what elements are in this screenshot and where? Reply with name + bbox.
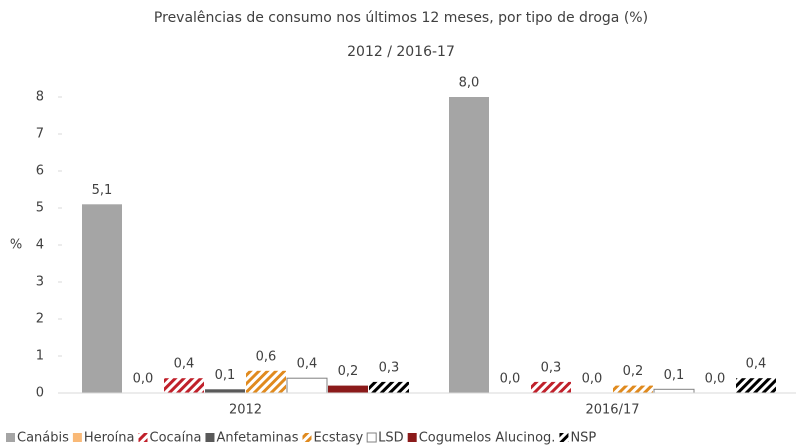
value-label: 0,3 <box>541 360 562 375</box>
y-tick-label: 8 <box>36 90 44 105</box>
legend-swatch <box>302 433 312 442</box>
y-tick-label: 5 <box>36 201 44 216</box>
y-axis-label: % <box>10 238 22 253</box>
y-tick-label: 2 <box>36 312 44 327</box>
bar <box>449 97 489 393</box>
y-tick-label: 1 <box>36 349 44 364</box>
legend-label: Cogumelos Alucinog. <box>419 431 556 446</box>
value-label: 0,0 <box>133 372 154 387</box>
value-label: 0,4 <box>746 357 767 372</box>
legend-label: Anfetaminas <box>216 431 298 446</box>
value-label: 5,1 <box>92 183 113 198</box>
value-label: 0,0 <box>582 372 603 387</box>
value-label: 0,1 <box>215 368 236 383</box>
legend-label: LSD <box>378 431 404 446</box>
legend-label: Heroína <box>84 431 135 446</box>
value-label: 8,0 <box>459 76 480 91</box>
legend-swatch <box>72 433 82 442</box>
value-label: 0,4 <box>297 357 318 372</box>
bar <box>205 389 245 393</box>
value-label: 0,6 <box>256 349 277 364</box>
value-label: 0,0 <box>500 372 521 387</box>
y-tick-label: 6 <box>36 164 44 179</box>
legend-swatch <box>205 433 215 442</box>
x-tick-label: 2016/17 <box>585 403 639 418</box>
y-tick-label: 4 <box>36 238 44 253</box>
legend-swatch <box>138 433 148 442</box>
legend-swatch <box>366 432 377 443</box>
bar <box>613 385 653 393</box>
y-tick-label: 7 <box>36 127 44 142</box>
bar <box>531 381 571 393</box>
value-label: 0,3 <box>379 360 400 375</box>
chart-subtitle: 2012 / 2016-17 <box>347 44 455 60</box>
bar <box>369 381 409 393</box>
chart-title: Prevalências de consumo nos últimos 12 m… <box>154 10 648 26</box>
legend-swatch <box>6 433 15 442</box>
legend-swatch <box>407 433 417 442</box>
legend-label: Canábis <box>17 431 69 446</box>
value-label: 0,2 <box>338 364 359 379</box>
y-tick-label: 0 <box>36 386 44 401</box>
legend-swatch <box>559 433 569 442</box>
y-tick-label: 3 <box>36 275 44 290</box>
legend-label: Cocaína <box>150 431 202 446</box>
value-label: 0,0 <box>705 372 726 387</box>
bar <box>164 378 204 393</box>
bar <box>653 388 695 394</box>
value-label: 0,4 <box>174 357 195 372</box>
bar <box>246 370 286 393</box>
bar <box>736 378 776 393</box>
value-label: 0,2 <box>623 364 644 379</box>
bar <box>286 377 328 394</box>
x-tick-label: 2012 <box>229 403 262 418</box>
value-label: 0,1 <box>664 368 685 383</box>
bar <box>82 204 122 393</box>
legend-label: NSP <box>570 431 596 446</box>
bar <box>328 385 368 393</box>
legend-label: Ecstasy <box>314 431 364 446</box>
